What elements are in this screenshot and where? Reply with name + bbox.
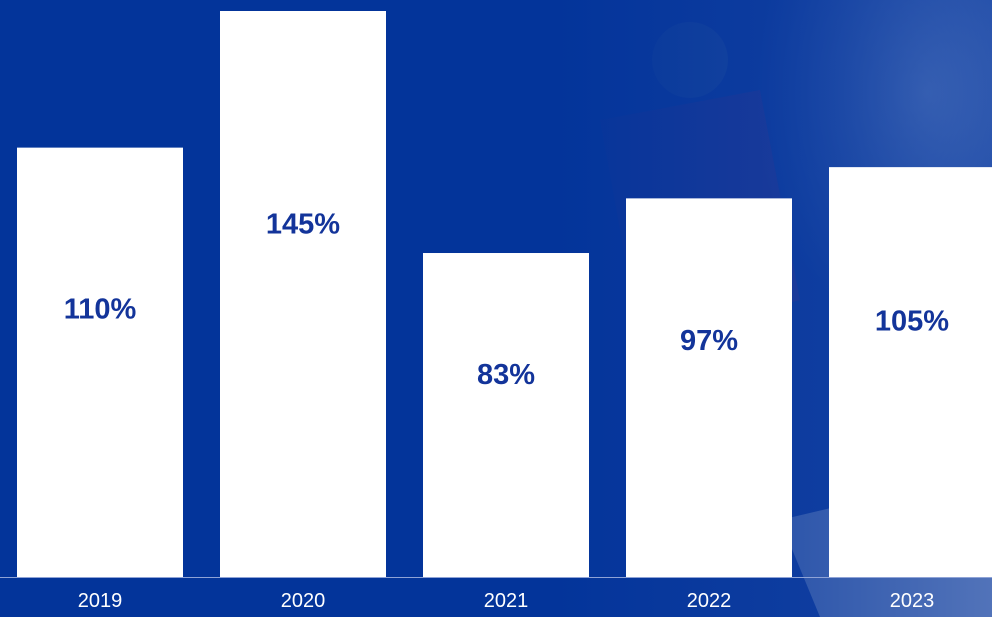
x-tick-2023: 2023 — [890, 590, 935, 612]
bar-2020 — [220, 11, 386, 577]
x-tick-2020: 2020 — [281, 590, 326, 612]
bars-group — [17, 11, 992, 577]
x-tick-2022: 2022 — [687, 590, 732, 612]
value-labels-group: 110% 145% 83% 97% 105% — [64, 209, 950, 391]
bar-2021 — [423, 253, 589, 577]
value-label-2023: 105% — [875, 306, 949, 338]
bar-2022 — [626, 198, 792, 577]
x-tick-2019: 2019 — [78, 590, 123, 612]
value-label-2019: 110% — [64, 293, 137, 325]
bar-2023 — [829, 167, 992, 577]
value-label-2020: 145% — [266, 209, 340, 241]
x-tick-labels-group: 2019 2020 2021 2022 2023 — [78, 590, 935, 612]
x-tick-2021: 2021 — [484, 590, 529, 612]
value-label-2022: 97% — [680, 325, 738, 357]
value-label-2021: 83% — [477, 359, 535, 391]
bar-2019 — [17, 147, 183, 577]
